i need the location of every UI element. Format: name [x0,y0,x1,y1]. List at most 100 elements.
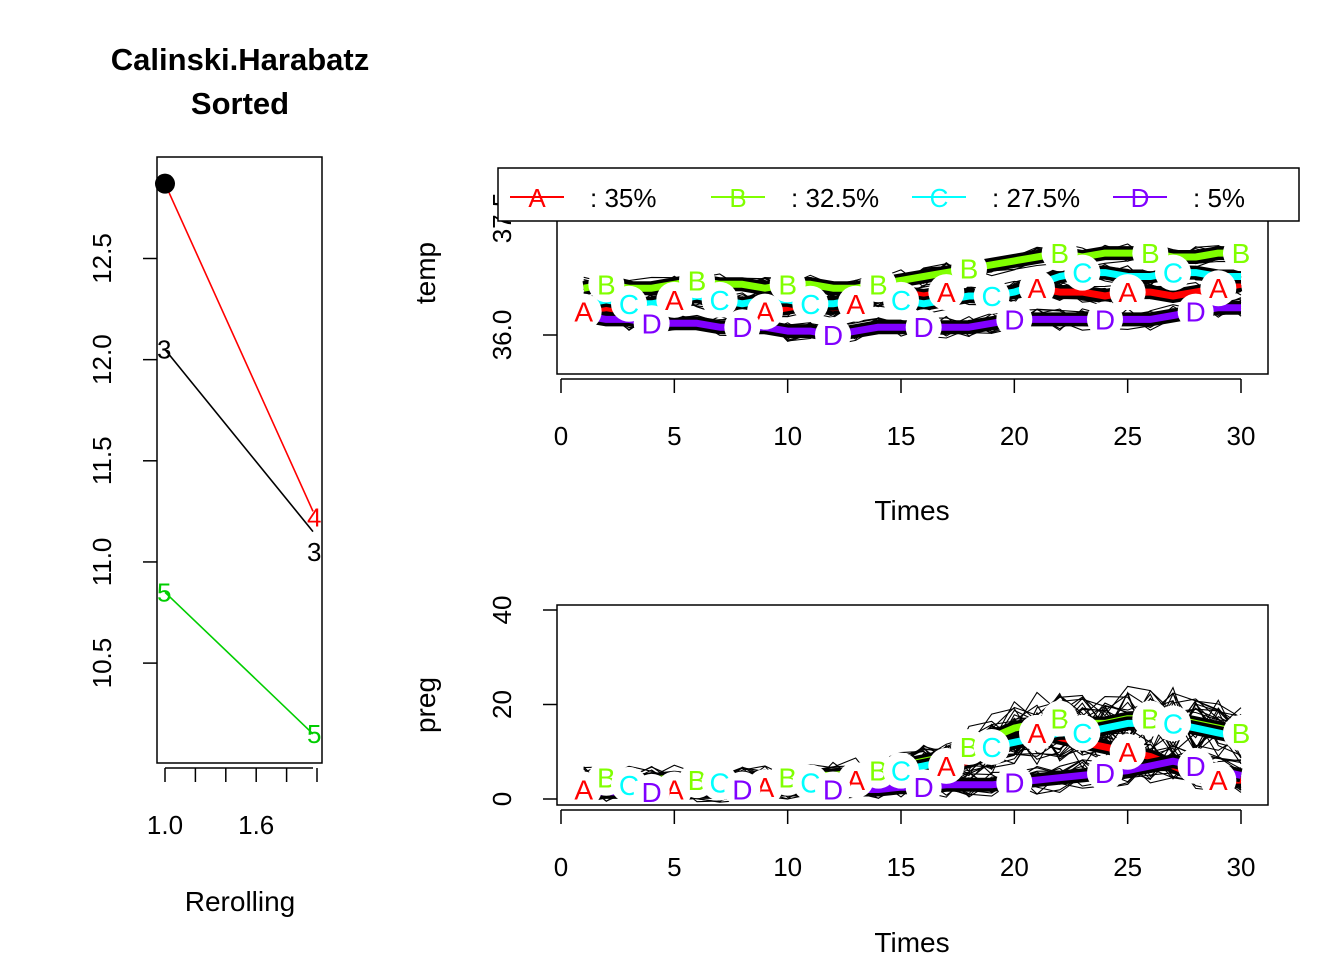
preg-marker-bg-A [1109,733,1146,770]
preg-y-tick-label: 40 [487,596,517,625]
temp-marker-A: A [937,277,956,308]
preg-marker-B: B [1232,718,1251,749]
calinski-x-tick-label: 1.6 [238,810,274,840]
preg-x-tick-label: 25 [1113,852,1142,882]
preg-x-axis: 0 5 10 15 20 25 30 [554,809,1256,882]
temp-marker-A: A [1118,277,1137,308]
preg-marker-bg-D [996,764,1033,801]
temp-x-tick-label: 10 [773,421,802,451]
temp-y-tick-label: 36.0 [487,310,517,361]
temp-x-axis-label: Times [874,495,949,526]
preg-y-axis: 0 20 40 [487,596,557,806]
preg-marker-B: B [1141,704,1160,735]
temp-marker-bg-D [1177,293,1214,330]
preg-marker-C: C [891,756,911,787]
preg-marker-bg-D [633,773,670,810]
legend-symbol-D: D [1131,183,1150,213]
preg-marker-bg-C [1155,705,1191,742]
temp-marker-D: D [823,320,843,351]
temp-marker-bg-D [1087,301,1123,338]
preg-marker-A: A [574,775,593,806]
temp-marker-D: D [732,312,752,343]
temp-marker-bg-D [633,305,670,342]
calinski-x-axis-label: Rerolling [185,886,296,917]
temp-marker-C: C [800,289,820,320]
temp-marker-B: B [778,269,797,300]
temp-marker-A: A [846,289,865,320]
temp-x-tick-label: 20 [1000,421,1029,451]
legend-box [497,167,1300,222]
preg-marker-bg-D [724,771,761,808]
temp-marker-D: D [642,308,662,339]
preg-marker-A: A [1028,718,1047,749]
temp-x-axis: 0 5 10 15 20 25 30 [554,378,1255,451]
temp-marker-bg-C [1155,254,1191,291]
calinski-line-3 [164,349,314,533]
preg-marker-B: B [1050,704,1069,735]
calinski-point-label-0: 3 [157,335,171,365]
preg-marker-bg-D [815,771,851,808]
temp-marker-A: A [574,297,593,328]
temp-marker-C: C [1163,258,1183,289]
temp-marker-D: D [1004,304,1024,335]
preg-marker-B: B [778,763,797,794]
temp-marker-bg-B [951,250,987,287]
temp-marker-A: A [1028,273,1047,304]
preg-y-axis-label: preg [410,677,441,733]
temp-marker-B: B [1050,238,1069,269]
temp-marker-bg-A [1109,274,1146,311]
preg-y-tick-label: 20 [487,690,517,719]
temp-marker-bg-C [701,281,738,318]
temp-marker-A: A [1209,273,1228,304]
preg-marker-D: D [1004,767,1024,798]
temp-marker-B: B [869,269,888,300]
temp-marker-bg-A [928,274,965,311]
temp-series: A A A A A A A AB B B BBB B BC C C C CC CD D D D D D D [565,235,1259,353]
calinski-point-label-2: 4 [307,502,321,532]
temp-marker-B: B [1141,238,1160,269]
legend-symbol-B: B [729,183,746,213]
temp-marker-D: D [1095,304,1115,335]
temp-marker-bg-C [792,285,829,322]
temp-marker-C: C [982,281,1002,312]
temp-marker-bg-C [883,281,919,318]
temp-x-tick-label: 15 [887,421,916,451]
calinski-series: 3 5 4 3 5 [155,173,321,749]
preg-marker-D: D [642,777,662,808]
temp-marker-bg-A [1019,270,1055,307]
preg-marker-B: B [688,765,707,796]
temp-marker-bg-D [905,309,942,346]
preg-x-tick-label: 30 [1227,852,1256,882]
calinski-line-5 [164,591,314,735]
preg-x-axis-label: Times [874,927,949,958]
calinski-marker-point [155,173,175,194]
calinski-x-axis: 1.0 1.6 [147,767,318,840]
temp-marker-bg-B [1223,235,1259,272]
temp-marker-B: B [1232,238,1251,269]
legend-symbol-C: C [930,183,949,213]
temp-marker-bg-A [1200,270,1237,307]
preg-marker-C: C [982,732,1002,763]
legend-label-A: : 35% [590,183,657,213]
temp-marker-D: D [914,312,934,343]
preg-marker-C: C [1163,708,1183,739]
temp-marker-A: A [665,285,684,316]
temp-marker-A: A [756,297,775,328]
legend-symbol-A: A [528,183,546,213]
calinski-point-label-1: 5 [157,577,171,607]
temp-y-axis-label: temp [410,242,441,304]
temp-x-tick-label: 25 [1113,421,1142,451]
preg-marker-B: B [597,763,616,794]
temp-marker-bg-D [724,309,761,346]
temp-marker-bg-A [565,293,602,330]
temp-marker-bg-C [973,278,1010,314]
temp-marker-bg-D [815,317,851,353]
temp-marker-B: B [960,254,979,285]
legend-label-D: : 5% [1193,183,1245,213]
temp-marker-bg-C [1064,254,1101,291]
